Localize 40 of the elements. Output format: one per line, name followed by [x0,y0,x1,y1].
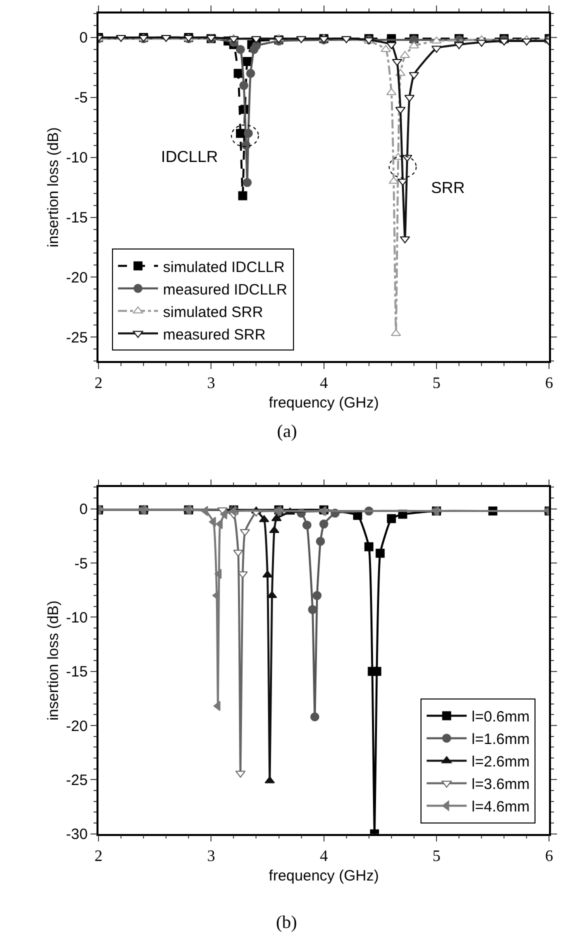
x-axis-title: frequency (GHz) [268,394,379,412]
x-tick-label: 2 [94,375,102,392]
x-tick-label: 3 [207,848,216,865]
y-tick-label: -15 [66,664,88,681]
x-tick-label: 5 [432,848,440,865]
y-tick-label: -25 [66,329,88,346]
x-tick-label: 5 [432,375,440,392]
legend-label: l=2.6mm [472,754,530,771]
y-axis-title: insertion loss (dB) [44,600,62,721]
legend-label: measured SRR [163,326,266,344]
y-axis-title: insertion loss (dB) [44,127,62,248]
x-axis-title: frequency (GHz) [268,867,379,884]
y-tick-label: -25 [66,772,88,789]
x-tick-label: 3 [207,375,216,392]
legend-label: simulated IDCLLR [163,258,285,276]
y-tick-label: -10 [66,609,88,626]
y-tick-label: -20 [66,718,88,735]
legend-label: l=4.6mm [472,798,530,816]
legend-label: measured IDCLLR [163,281,288,298]
annotation: SRR [431,180,465,197]
annotation: IDCLLR [161,149,218,166]
x-tick-label: 6 [545,375,554,392]
y-tick-label: 0 [79,501,88,518]
y-tick-label: -20 [66,269,88,286]
legend-label: l=3.6mm [472,776,530,794]
y-tick-label: -30 [66,826,88,844]
legend-label: l=0.6mm [472,708,530,726]
x-tick-label: 4 [320,375,328,392]
y-tick-label: -10 [66,150,88,167]
y-tick-label: 0 [79,30,88,47]
y-tick-label: -5 [74,90,88,107]
y-tick-label: -15 [66,210,88,227]
x-tick-label: 2 [94,848,102,865]
x-tick-label: 6 [545,848,554,865]
text: (a) [277,421,297,441]
legend-label: simulated SRR [163,304,264,321]
x-tick-label: 4 [320,848,328,865]
legend-label: l=1.6mm [472,731,530,748]
text: (b) [276,912,297,932]
y-tick-label: -5 [74,555,88,572]
